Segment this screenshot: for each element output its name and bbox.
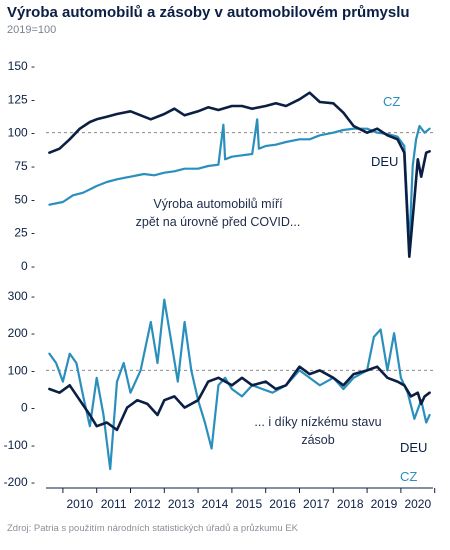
production-series-cz-line: [48, 118, 431, 248]
x-tick-label: 2017: [303, 497, 330, 511]
production-y-tick-label: 25 -: [14, 226, 35, 240]
series-label-cz-bottom: CZ: [400, 469, 417, 484]
series-label-deu-top: DEU: [371, 154, 398, 169]
inventory-y-tick-label: 0 -: [21, 401, 35, 415]
chart-subtitle: 2019=100: [7, 24, 57, 36]
x-tick-label: 2018: [337, 497, 364, 511]
production-y-tick-label: 75 -: [14, 159, 35, 173]
annotation-top-line2: zpět na úrovně před COVID...: [136, 215, 301, 229]
x-tick-label: 2010: [66, 497, 93, 511]
inventory-y-tick-label: 300 -: [8, 289, 35, 303]
x-tick-label: 2019: [371, 497, 398, 511]
production-panel: 0 - 25 - 50 - 75 - 100 - 125 - 150 -: [8, 59, 433, 273]
annotation-top-line1: Výroba automobilů míří: [153, 197, 283, 211]
x-tick-label: 2015: [235, 497, 262, 511]
production-y-tick-label: 0 -: [21, 259, 35, 273]
x-tick-label: 2012: [134, 497, 161, 511]
chart-title: Výroba automobilů a zásoby v automobilov…: [7, 4, 410, 21]
production-y-tick-label: 50 -: [14, 192, 35, 206]
inventory-y-tick-label: -200 -: [4, 475, 35, 489]
production-y-tick-label: 125 -: [8, 92, 35, 106]
annotation-bottom-line2: zásob: [301, 433, 334, 447]
inventory-y-tick-label: 100 -: [8, 363, 35, 377]
production-series-deu-line: [48, 91, 431, 258]
inventory-series-deu-line: [48, 365, 431, 432]
x-tick-label: 2016: [269, 497, 296, 511]
inventory-y-tick-label: -100 -: [4, 438, 35, 452]
production-y-tick-label: 150 -: [8, 59, 35, 73]
series-label-cz-top: CZ: [383, 94, 400, 109]
inventory-y-tick-label: 200 -: [8, 326, 35, 340]
annotation-bottom-line1: ... i díky nízkému stavu: [254, 415, 381, 429]
production-y-tick-label: 100 -: [8, 126, 35, 140]
inventory-series-cz-line: [48, 298, 431, 471]
x-tick-label: 2011: [101, 497, 127, 511]
series-label-deu-bottom: DEU: [400, 440, 427, 455]
inventory-panel: -200 - -100 - 0 - 100 - 200 - 300 -: [4, 289, 433, 489]
source-note: Zdroj: Patria s použitím národních stati…: [7, 523, 298, 534]
x-tick-label: 2013: [168, 497, 195, 511]
x-axis: 2010 2011 2012 2013 2014 2015 2016 2017 2018 2019…: [46, 487, 436, 511]
x-tick-label: 2014: [202, 497, 229, 511]
x-tick-label: 2020: [404, 497, 431, 511]
